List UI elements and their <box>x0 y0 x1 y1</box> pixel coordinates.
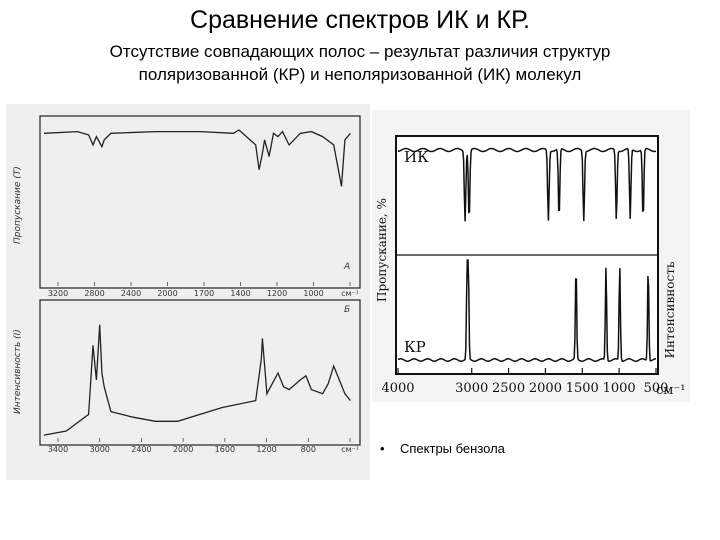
left-spectra-figure: 3200 2800 2400 2000 1700 1400 1200 1000 см⁻¹ Про… <box>6 104 370 480</box>
benzene-x-unit: см⁻¹ <box>656 383 685 398</box>
ir-panel-frame <box>39 115 361 289</box>
left-tick-label-0-5: 1400 <box>230 289 250 298</box>
left-tick-label-1-7: см⁻¹ <box>341 445 359 454</box>
left-tick-label-0-8: см⁻¹ <box>341 289 359 298</box>
left-tick-label-0-6: 1200 <box>267 289 287 298</box>
raman-spectrum-line <box>43 324 351 436</box>
benzene-ir-line <box>397 147 657 222</box>
benzene-tick-label-6: 500 <box>644 381 669 396</box>
slide-subtitle: Отсутствие совпадающих полос – результат… <box>40 40 680 86</box>
benzene-raman-line <box>397 259 657 362</box>
left-spectra-svg: 3200 2800 2400 2000 1700 1400 1200 1000 см⁻¹ Про… <box>6 104 370 480</box>
left-tick-label-1-2: 2400 <box>131 445 151 454</box>
caption-text: Спектры бензола <box>400 441 505 456</box>
left-tick-label-1-3: 2000 <box>173 445 193 454</box>
ir-top-label: А <box>343 262 350 272</box>
left-tick-label-0-4: 1700 <box>194 289 214 298</box>
left-tick-label-1-5: 1200 <box>256 445 276 454</box>
benzene-tick-label-0: 4000 <box>381 381 414 396</box>
ir-spectrum-line <box>43 129 351 187</box>
right-spectra-svg: 4000 3000 2500 2000 1500 1000 500 ИК КР Пропус… <box>372 110 690 402</box>
raman-panel-frame <box>39 299 361 446</box>
caption-bullet: • <box>380 441 385 456</box>
benzene-ir-label: ИК <box>404 148 429 166</box>
left-tick-label-1-4: 1600 <box>215 445 235 454</box>
benzene-ylabel: Пропускание, % <box>375 198 389 302</box>
right-spectra-figure: 4000 3000 2500 2000 1500 1000 500 ИК КР Пропус… <box>372 110 690 402</box>
benzene-tick-label-2: 2500 <box>492 381 525 396</box>
left-tick-label-1-1: 3000 <box>90 445 110 454</box>
benzene-tick-label-5: 1000 <box>603 381 636 396</box>
left-tick-label-1-0: 3400 <box>48 445 68 454</box>
left-scan-background <box>6 104 370 480</box>
benzene-tick-label-4: 1500 <box>566 381 599 396</box>
benzene-tick-label-1: 3000 <box>455 381 488 396</box>
benzene-raman-label: КР <box>404 338 426 356</box>
slide-title: Сравнение спектров ИК и КР. <box>190 6 530 34</box>
left-tick-label-1-6: 800 <box>301 445 316 454</box>
left-tick-label-0-3: 2000 <box>157 289 177 298</box>
subtitle-line-1: Отсутствие совпадающих полос – результат… <box>109 42 611 61</box>
ir-ylabel: Пропускание (T) <box>13 166 23 244</box>
left-tick-label-0-2: 2400 <box>121 289 141 298</box>
benzene-y2label: Интенсивность <box>663 261 677 358</box>
raman-ylabel: Интенсивность (I) <box>13 329 23 414</box>
left-tick-label-0-1: 2800 <box>84 289 104 298</box>
left-tick-label-0-0: 3200 <box>48 289 68 298</box>
subtitle-line-2: поляризованной (КР) и неполяризованной (… <box>138 65 582 84</box>
left-tick-label-0-7: 1000 <box>303 289 323 298</box>
benzene-tick-label-3: 2000 <box>529 381 562 396</box>
raman-top-label: Б <box>344 305 350 315</box>
